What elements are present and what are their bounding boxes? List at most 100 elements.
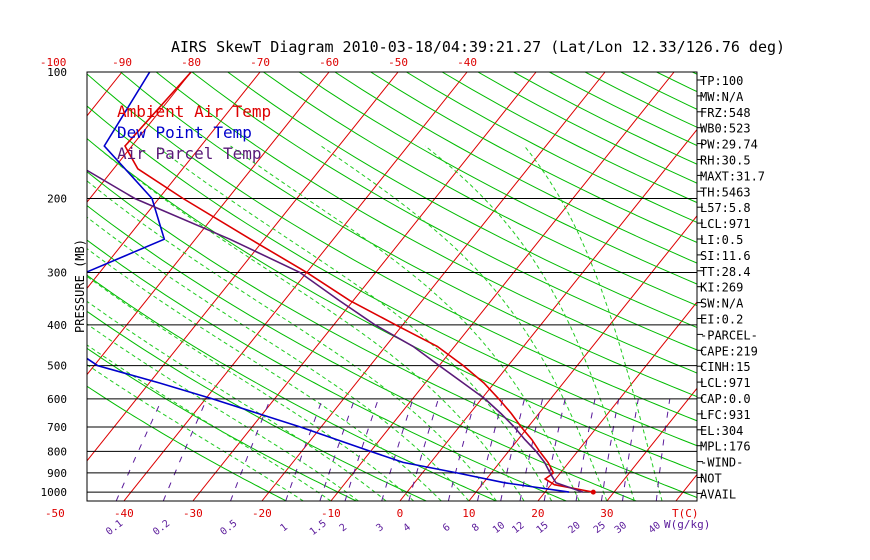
index-label: CINH:15 bbox=[700, 360, 751, 374]
pressure-tick-label: 500 bbox=[47, 360, 67, 373]
index-label: LFC:931 bbox=[700, 408, 751, 422]
top-temp-tick-label: -70 bbox=[250, 56, 270, 69]
index-label: MPL:176 bbox=[700, 440, 751, 454]
index-label: CAP:0.0 bbox=[700, 392, 751, 406]
dry-adiabat-line bbox=[370, 72, 697, 243]
bottom-temp-tick-label: 20 bbox=[531, 507, 544, 520]
mixing-ratio-label: 10 bbox=[491, 520, 507, 536]
mixing-ratio-line bbox=[162, 398, 208, 501]
mixing-ratio-label: 1.5 bbox=[308, 518, 329, 538]
index-label: LCL:971 bbox=[700, 376, 751, 390]
isotherm-line bbox=[87, 72, 192, 203]
index-label: WB0:523 bbox=[700, 122, 751, 136]
pressure-tick-label: 200 bbox=[47, 192, 67, 205]
legend-entry: Air Parcel Temp bbox=[117, 144, 262, 163]
mixing-ratio-label: 1 bbox=[278, 522, 290, 534]
index-label: SI:11.6 bbox=[700, 249, 751, 263]
mixing-ratio-line bbox=[230, 398, 271, 501]
mixing-ratio-line bbox=[655, 398, 671, 501]
dry-adiabat-line bbox=[334, 72, 697, 264]
pressure-tick-label: 300 bbox=[47, 266, 67, 279]
top-temp-tick-label: -40 bbox=[457, 56, 477, 69]
bottom-temp-tick-label: 10 bbox=[462, 507, 475, 520]
isotherm-line bbox=[261, 72, 606, 501]
mixing-ratio-line bbox=[381, 398, 414, 501]
mixing-ratio-label: 0.1 bbox=[104, 518, 125, 538]
isotherm-line bbox=[87, 72, 123, 117]
isotherm-line bbox=[814, 72, 870, 501]
index-label: RH:30.5 bbox=[700, 154, 751, 168]
mixing-ratio-label: 6 bbox=[441, 522, 453, 534]
isotherm-line bbox=[468, 215, 697, 501]
series-line-ambient-air-temp bbox=[124, 72, 594, 493]
isotherm-line bbox=[606, 387, 697, 501]
mixing-ratio-label: 8 bbox=[470, 522, 482, 534]
dry-adiabat-line bbox=[87, 105, 697, 447]
temp-unit-label: T(C) bbox=[672, 507, 699, 520]
mixing-ratio-line bbox=[543, 398, 566, 501]
dry-adiabat-line bbox=[87, 171, 697, 499]
legend-entry: Ambient Air Temp bbox=[117, 102, 271, 121]
index-label: FRZ:548 bbox=[700, 106, 751, 120]
bottom-temp-tick-label: -40 bbox=[114, 507, 134, 520]
mixing-ratio-label: 12 bbox=[510, 520, 526, 536]
isotherm-line bbox=[87, 72, 330, 376]
dry-adiabat-line bbox=[298, 72, 697, 285]
dry-adiabat-line bbox=[441, 72, 697, 204]
mixing-ratio-label: 20 bbox=[566, 520, 582, 536]
series-layer bbox=[87, 72, 596, 495]
index-label: SW:N/A bbox=[700, 297, 744, 311]
mixing-ratio-line bbox=[575, 398, 596, 501]
index-label: TT:28.4 bbox=[700, 265, 751, 279]
mixing-ratio-line bbox=[519, 398, 544, 501]
pressure-tick-label: 900 bbox=[47, 467, 67, 480]
pressure-tick-label: 100 bbox=[47, 66, 67, 79]
top-temp-tick-label: -50 bbox=[388, 56, 408, 69]
dry-adiabat-line bbox=[87, 385, 287, 501]
mixing-ratio-label: 40 bbox=[647, 520, 663, 536]
grid-layer bbox=[0, 72, 870, 501]
mixing-ratio-label: 25 bbox=[592, 520, 608, 536]
chart-title: AIRS SkewT Diagram 2010-03-18/04:39:21.2… bbox=[171, 38, 785, 56]
dry-adiabat-line bbox=[263, 72, 697, 307]
isotherm-line bbox=[123, 72, 468, 501]
series-line-air-parcel-temp bbox=[87, 169, 584, 493]
mixing-ratio-line bbox=[447, 398, 476, 501]
isotherm-line bbox=[0, 72, 53, 501]
bottom-temp-tick-label: -50 bbox=[45, 507, 65, 520]
index-label: -PARCEL- bbox=[700, 328, 758, 342]
y-axis-label: PRESSURE (MB) bbox=[73, 239, 87, 333]
index-label: AVAIL bbox=[700, 487, 736, 501]
index-label: CAPE:219 bbox=[700, 344, 758, 358]
isotherm-line bbox=[745, 72, 870, 501]
index-label: NOT bbox=[700, 472, 722, 486]
surface-marker bbox=[590, 489, 596, 495]
axis-labels-layer: 1002003004005006007008009001000-120-110-… bbox=[40, 56, 711, 538]
dry-adiabat-line bbox=[120, 72, 697, 398]
mixing-ratio-line bbox=[319, 398, 356, 501]
top-temp-tick-label: -90 bbox=[112, 56, 132, 69]
mixing-ratio-line bbox=[344, 398, 379, 501]
dry-adiabat-line bbox=[87, 204, 637, 501]
bottom-temp-tick-label: 30 bbox=[600, 507, 613, 520]
index-label: -WIND- bbox=[700, 456, 743, 470]
legend: Ambient Air Temp Dew Point Temp Air Parcel… bbox=[117, 102, 271, 163]
pressure-tick-label: 700 bbox=[47, 421, 67, 434]
index-label: LCL:971 bbox=[700, 217, 751, 231]
mixing-ratio-label: 4 bbox=[401, 522, 413, 534]
moist-adiabat-line bbox=[230, 145, 580, 501]
pressure-tick-label: 400 bbox=[47, 319, 67, 332]
series-line-dew-point-temp bbox=[87, 72, 570, 493]
pressure-tick-label: 1000 bbox=[41, 486, 68, 499]
index-label: L57:5.8 bbox=[700, 201, 751, 215]
index-label: LI:0.5 bbox=[700, 233, 743, 247]
index-label: TH:5463 bbox=[700, 185, 751, 199]
dry-adiabat-line bbox=[87, 274, 497, 501]
bottom-temp-tick-label: -20 bbox=[252, 507, 272, 520]
stability-indices-panel: TP:100 MW:N/A FRZ:548 WB0:523 PW:29.74 RH:30.… bbox=[697, 74, 765, 501]
mixing-ratio-label: 2 bbox=[338, 522, 350, 534]
mixing-ratio-label: 0.2 bbox=[151, 518, 172, 538]
mixing-ratio-unit-label: W(g/kg) bbox=[664, 518, 710, 531]
dry-adiabat-line bbox=[87, 310, 427, 501]
index-label: PW:29.74 bbox=[700, 138, 758, 152]
